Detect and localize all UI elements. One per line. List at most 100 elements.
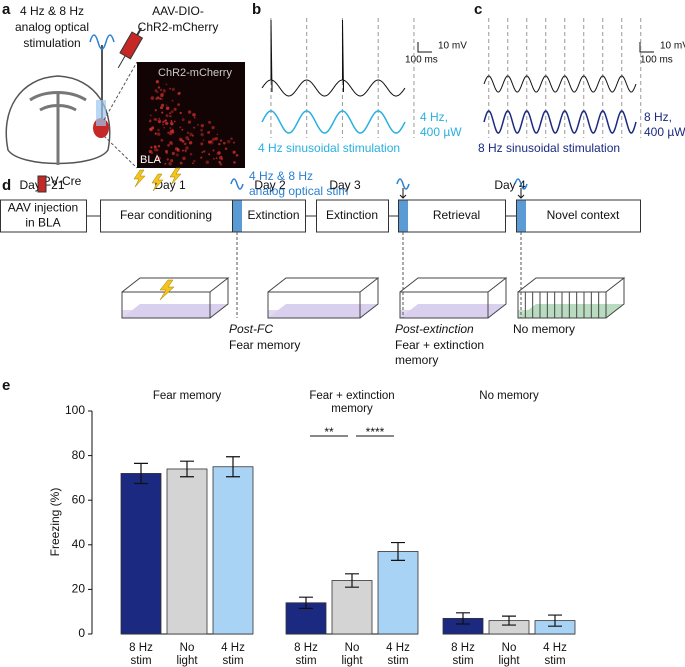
speckle (230, 137, 233, 140)
speckle (233, 141, 236, 144)
speckle (171, 151, 175, 156)
x-tick-label: No light (176, 642, 198, 667)
speckle (171, 143, 174, 145)
speckle (224, 147, 228, 150)
session-box (398, 199, 506, 233)
session-label: in BLA (25, 216, 60, 230)
speckle (217, 151, 221, 155)
y-tick-label: 20 (72, 582, 86, 596)
speckle (154, 89, 158, 93)
speckle (186, 131, 190, 135)
test-what: No memory (513, 322, 575, 336)
speckle (215, 157, 218, 160)
speckle (179, 111, 182, 115)
speckle (164, 119, 167, 122)
speckle (158, 117, 161, 120)
speckle (169, 87, 172, 90)
speckle (163, 88, 166, 92)
scale-label: 10 mV (660, 41, 685, 52)
speckle (171, 129, 174, 132)
cage-outline (267, 277, 380, 319)
light-stripe (517, 200, 526, 232)
session-label: AAV injection (8, 201, 78, 215)
test-what: memory (395, 353, 438, 367)
speckle (202, 139, 205, 142)
speckle (165, 106, 170, 110)
speckle (165, 114, 169, 118)
syringe-icon (37, 175, 47, 193)
speckle (193, 116, 196, 119)
day-label: Day 3 (329, 178, 361, 192)
speckle (157, 119, 162, 123)
speckle (214, 137, 218, 141)
speckle (166, 158, 169, 161)
light-stripe (233, 200, 242, 232)
speckle (156, 91, 159, 94)
speckle (154, 118, 158, 121)
speckle (165, 104, 168, 106)
x-tick-label: 8 Hz stim (294, 642, 318, 667)
speckle (218, 143, 221, 146)
x-tick-label: No light (498, 642, 520, 667)
speckle (153, 147, 158, 152)
speckle (153, 145, 157, 149)
speckle (169, 141, 173, 145)
speckle (182, 149, 184, 152)
image-label: ChR2-mCherry (158, 67, 232, 79)
speckle (153, 118, 157, 121)
error-bar (226, 456, 240, 478)
arrow (517, 188, 525, 199)
speckle (148, 149, 152, 154)
stim-wave-icon (514, 178, 528, 190)
error-bar (456, 612, 470, 625)
stim-wave-icon (89, 34, 115, 50)
bar (212, 466, 254, 635)
x-tick-label: 4 Hz stim (386, 642, 410, 667)
zoom-line (103, 61, 138, 121)
speckle (156, 132, 161, 136)
x-tick-label: No light (341, 642, 363, 667)
shock-icon (169, 167, 182, 186)
speckle (208, 153, 211, 156)
speckle (156, 148, 159, 152)
speckle (157, 97, 160, 99)
speckle (159, 88, 163, 92)
speckle (157, 86, 161, 89)
stim-label: 4 Hz, (420, 110, 448, 124)
speckle (156, 154, 158, 156)
speckle (181, 139, 185, 143)
y-tick-label: 100 (65, 403, 85, 417)
speckle (175, 153, 179, 157)
cage-outline (121, 277, 230, 319)
speckle (223, 141, 226, 145)
speckle (159, 97, 162, 100)
speckle (178, 137, 183, 141)
bar (331, 580, 373, 635)
shock-icon (151, 173, 164, 192)
stim-label: 4 Hz & 8 Hz (249, 169, 313, 183)
speckle (165, 121, 169, 125)
speckle (193, 159, 196, 163)
x-tick-label: 4 Hz stim (221, 642, 245, 667)
session-box (316, 199, 389, 233)
session-box (232, 199, 306, 233)
panel-letter: b (252, 1, 261, 18)
speckle (163, 126, 166, 129)
x-tick-label: 8 Hz stim (451, 642, 475, 667)
speckle (161, 103, 165, 107)
speckle (201, 151, 204, 154)
syringe-body (119, 31, 144, 60)
panel-letter: e (2, 377, 10, 394)
test-when: Post-FC (229, 322, 273, 336)
speckle (173, 120, 176, 123)
y-tick-label: 80 (72, 448, 86, 462)
stim-wave-icon (396, 178, 410, 190)
speckle (179, 138, 183, 142)
speckle (200, 142, 204, 146)
brain-structure (29, 91, 87, 165)
speckle (165, 151, 169, 155)
speckle (170, 159, 174, 163)
panel-letter: a (2, 1, 11, 18)
speckle (177, 103, 180, 106)
